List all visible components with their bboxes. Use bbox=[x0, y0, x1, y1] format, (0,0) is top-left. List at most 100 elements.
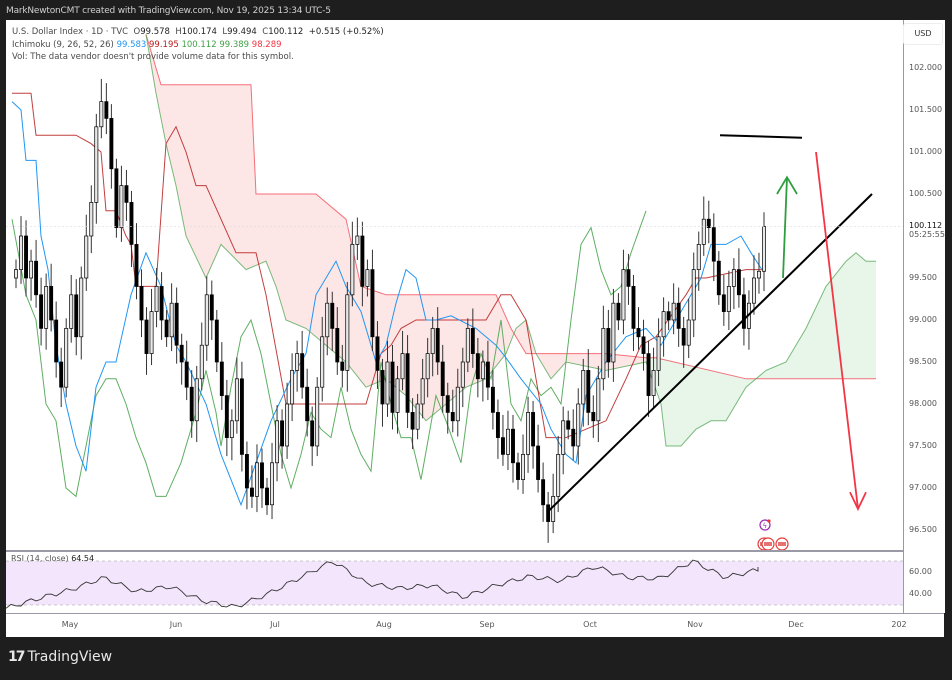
candle-bearish bbox=[129, 202, 134, 245]
candle-bullish bbox=[415, 403, 420, 430]
candle-bullish bbox=[270, 462, 274, 506]
candle-bearish bbox=[721, 294, 726, 312]
candle-bullish bbox=[661, 311, 666, 338]
candle-bearish bbox=[736, 269, 741, 296]
candle-bullish bbox=[731, 269, 736, 287]
candle-bearish bbox=[39, 294, 44, 329]
candle-bullish bbox=[752, 277, 756, 304]
volume-note: Vol: The data vendor doesn't provide vol… bbox=[12, 52, 294, 62]
candle-bullish bbox=[686, 319, 691, 346]
rsi-label: RSI (14, close) bbox=[11, 554, 69, 563]
candle-bearish bbox=[109, 118, 114, 170]
candle-bearish bbox=[179, 344, 184, 363]
ichimoku-value-1: 99.195 bbox=[146, 39, 179, 50]
candle-bullish bbox=[506, 428, 510, 455]
candle-bearish bbox=[495, 412, 500, 438]
event-lightning-icon bbox=[759, 519, 771, 531]
candle-bullish bbox=[325, 302, 330, 338]
candle-bullish bbox=[576, 403, 581, 447]
pane-separator[interactable] bbox=[6, 550, 903, 552]
currency-button[interactable]: USD bbox=[903, 23, 943, 45]
candle-bullish bbox=[757, 270, 761, 279]
candle-bearish bbox=[114, 168, 119, 228]
candle-bearish bbox=[475, 353, 480, 380]
time-label: Sep bbox=[479, 620, 495, 629]
candle-bearish bbox=[74, 294, 79, 338]
candle-bearish bbox=[390, 361, 395, 413]
candle-bullish bbox=[69, 294, 74, 329]
rsi-scale-label: 60.00 bbox=[909, 567, 932, 576]
low-value: 99.494 bbox=[227, 27, 257, 37]
candle-bullish bbox=[581, 370, 586, 405]
candle-bearish bbox=[646, 353, 651, 396]
candle-bearish bbox=[501, 437, 505, 455]
candle-bearish bbox=[571, 428, 576, 447]
candle-bearish bbox=[139, 286, 144, 321]
candle-bearish bbox=[159, 286, 164, 321]
candle-bullish bbox=[400, 353, 405, 380]
candle-bullish bbox=[561, 420, 566, 455]
candle-bearish bbox=[340, 361, 345, 371]
ichimoku-value-4: 98.289 bbox=[249, 39, 282, 50]
price-label: 101.000 bbox=[909, 147, 943, 156]
candle-bearish bbox=[375, 336, 380, 371]
time-label: Nov bbox=[687, 620, 703, 629]
candle-bearish bbox=[711, 227, 716, 262]
trendline-support bbox=[547, 193, 873, 513]
candle-bearish bbox=[435, 328, 440, 363]
candle-bullish bbox=[169, 302, 174, 338]
candle-bearish bbox=[54, 319, 59, 363]
candle-bearish bbox=[265, 487, 269, 506]
price-label: 96.500 bbox=[909, 525, 937, 534]
candle-bearish bbox=[706, 218, 711, 228]
candle-bullish bbox=[601, 328, 606, 380]
bar-countdown: 05:25:55 bbox=[909, 229, 945, 239]
price-label: 98.500 bbox=[909, 357, 937, 366]
rsi-legend: RSI (14, close) 64.54 bbox=[11, 554, 94, 563]
candle-bearish bbox=[280, 420, 285, 447]
notification-dot-icon bbox=[767, 519, 771, 523]
candle-bearish bbox=[606, 328, 611, 363]
candle-bullish bbox=[526, 412, 531, 455]
candle-bullish bbox=[44, 286, 49, 329]
rsi-scale-label: 40.00 bbox=[909, 589, 932, 598]
candle-bullish bbox=[691, 269, 696, 321]
close-value: 100.112 bbox=[268, 27, 304, 37]
attribution-text: MarkNewtonCMT created with TradingView.c… bbox=[6, 6, 331, 16]
chart-legend: U.S. Dollar Index · 1D · TVC O99.578 H10… bbox=[12, 26, 384, 64]
candle-bullish bbox=[521, 454, 525, 480]
flag-stripes bbox=[778, 542, 786, 546]
price-scale[interactable]: 102.000 101.500 101.000 100.500 99.500 99.000… bbox=[903, 20, 945, 613]
candle-bullish bbox=[149, 311, 154, 354]
candle-bullish bbox=[14, 269, 18, 279]
candle-bearish bbox=[541, 479, 546, 506]
candle-bullish bbox=[556, 454, 561, 497]
candle-bearish bbox=[209, 294, 214, 321]
time-label: Jun bbox=[169, 620, 183, 629]
candle-bullish bbox=[255, 462, 259, 497]
candle-bullish bbox=[465, 328, 470, 363]
candle-bearish bbox=[310, 420, 315, 447]
chart-frame[interactable]: ϟ U.S. Dollar Index · 1D · TVC O99.578 H… bbox=[6, 20, 945, 638]
time-axis[interactable]: May Jun Jul Aug Sep Oct Nov Dec 202 bbox=[6, 613, 944, 638]
arrow-head-down-icon bbox=[849, 491, 867, 512]
ichimoku-label: Ichimoku (9, 26, 52, 26) bbox=[12, 39, 114, 50]
candle-bearish bbox=[380, 370, 385, 405]
candle-bearish bbox=[124, 185, 129, 203]
candle-bearish bbox=[59, 361, 64, 388]
candle-bearish bbox=[641, 336, 646, 354]
ichimoku-row[interactable]: Ichimoku (9, 26, 52, 26) 99.583 99.195 1… bbox=[12, 39, 384, 52]
candle-bullish bbox=[119, 185, 124, 228]
symbol-row[interactable]: U.S. Dollar Index · 1D · TVC O99.578 H10… bbox=[12, 27, 384, 37]
candle-bearish bbox=[470, 328, 475, 354]
chart-canvas[interactable]: ϟ bbox=[6, 20, 903, 637]
time-label: Oct bbox=[583, 620, 597, 629]
candle-bearish bbox=[536, 445, 541, 480]
attribution-bar: MarkNewtonCMT created with TradingView.c… bbox=[6, 4, 331, 18]
candle-bullish bbox=[430, 328, 435, 354]
candle-bearish bbox=[34, 260, 39, 296]
symbol-name: U.S. Dollar Index · 1D · TVC bbox=[12, 27, 129, 37]
candle-bearish bbox=[566, 420, 571, 430]
price-label: 102.000 bbox=[909, 63, 943, 72]
candle-bullish bbox=[285, 403, 290, 447]
